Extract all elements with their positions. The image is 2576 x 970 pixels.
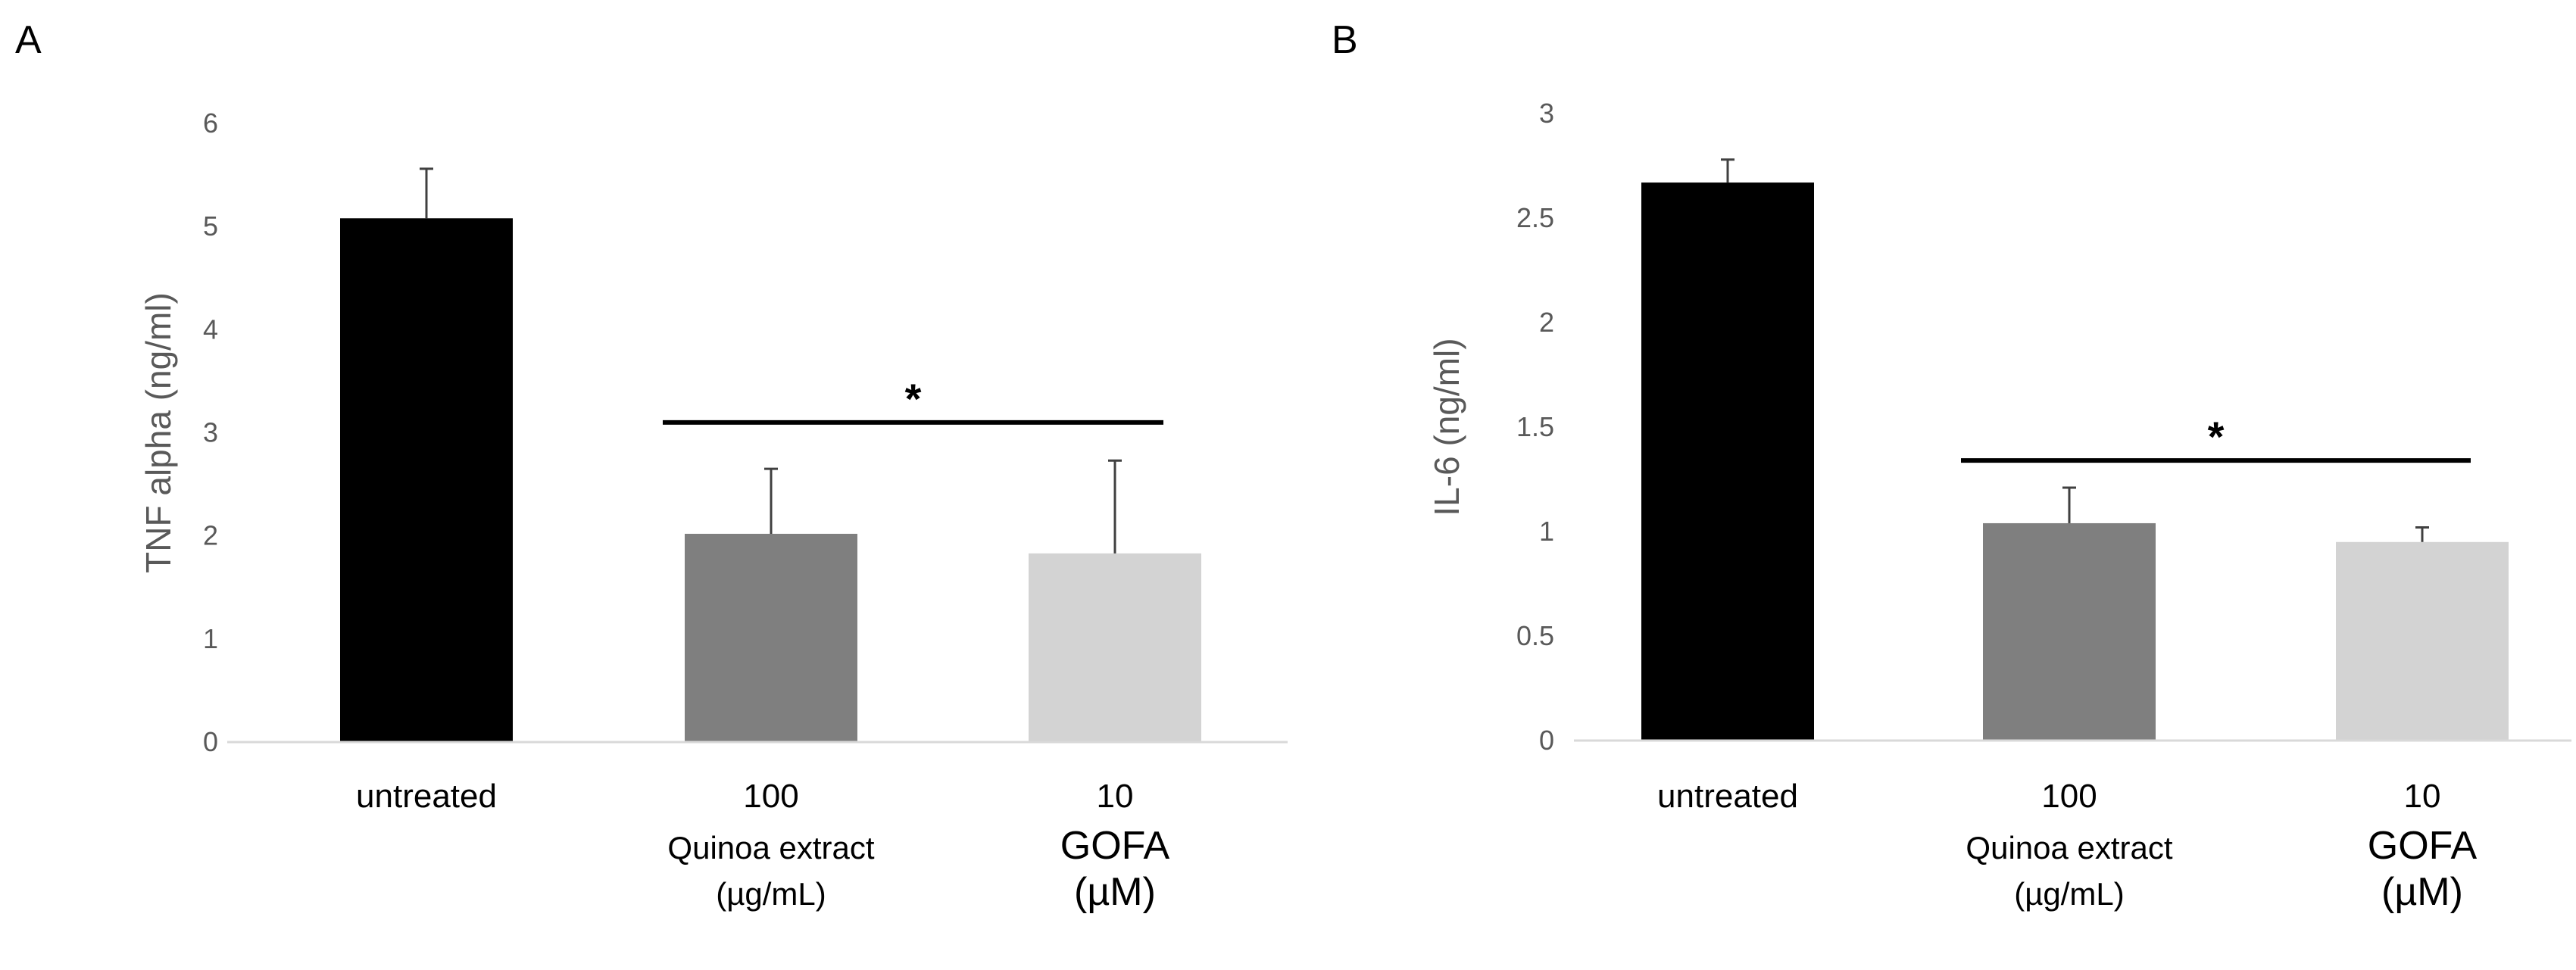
y-tick-label: 1 (203, 623, 218, 654)
panel-label-a: A (15, 18, 42, 62)
x-tick-label: Quinoa extract (1966, 830, 2172, 866)
bar (340, 218, 513, 743)
y-axis-label: TNF alpha (ng/ml) (139, 292, 178, 573)
chart-panel-a: 0 1 2 3 4 5 6 TNF alpha (ng/ml) untreated 100 Quin… (139, 108, 1288, 914)
y-tick-label: 2 (203, 520, 218, 551)
x-tick-label: (µg/mL) (716, 876, 826, 912)
bar (2336, 541, 2509, 741)
x-tick-label: 10 (2404, 778, 2441, 815)
x-tick-label: (µg/mL) (2014, 876, 2125, 912)
y-tick-label: 3 (1539, 98, 1554, 129)
y-tick-label: 2 (1539, 307, 1554, 338)
y-tick-label: 5 (203, 211, 218, 242)
x-tick-label: Quinoa extract (667, 830, 874, 866)
x-tick-label: GOFA (2368, 824, 2478, 868)
y-tick-label: 3 (203, 417, 218, 448)
x-tick-label: 100 (743, 778, 798, 815)
y-tick-label: 6 (203, 108, 218, 139)
y-tick-label: 0 (203, 726, 218, 757)
y-tick-label: 1 (1539, 516, 1554, 547)
y-tick-label: 0 (1539, 725, 1554, 756)
bar (1641, 182, 1814, 741)
bar (1983, 522, 2156, 741)
x-tick-label: GOFA (1060, 824, 1170, 868)
significance-label: * (905, 375, 922, 423)
significance-label: * (2208, 413, 2225, 460)
y-tick-label: 1.5 (1516, 411, 1554, 442)
x-tick-label: (µM) (1074, 870, 1156, 914)
x-tick-label: untreated (356, 778, 497, 815)
bar (1029, 553, 1201, 742)
y-tick-label: 0.5 (1516, 620, 1554, 651)
x-tick-label: 10 (1097, 778, 1134, 815)
x-tick-label: untreated (1657, 778, 1798, 815)
y-tick-label: 4 (203, 313, 218, 345)
x-tick-label: (µM) (2381, 870, 2463, 914)
y-tick-label: 2.5 (1516, 202, 1554, 233)
x-tick-label: 100 (2041, 778, 2097, 815)
chart-panel-b: 0 0.5 1 1.5 2 2.5 3 IL-6 (ng/ml) untreated 100 Qui… (1427, 98, 2571, 914)
panel-label-b: B (1332, 18, 1358, 62)
bar (685, 533, 857, 742)
y-axis-label: IL-6 (ng/ml) (1427, 338, 1466, 516)
